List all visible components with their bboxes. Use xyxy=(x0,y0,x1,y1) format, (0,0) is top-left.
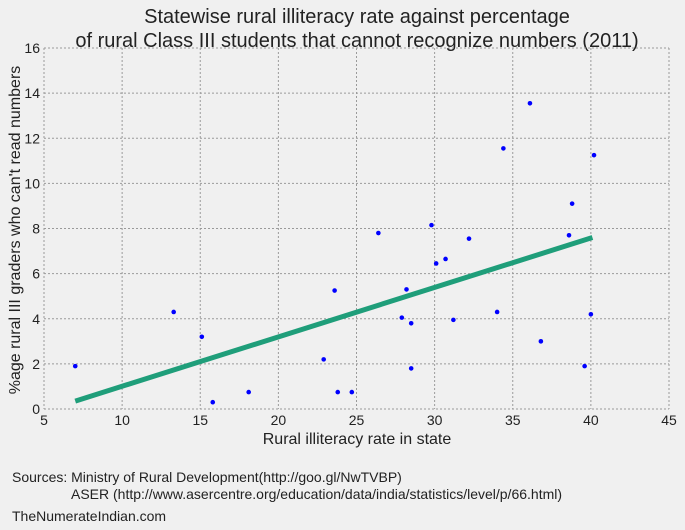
data-point xyxy=(538,339,544,344)
credit-text: TheNumerateIndian.com xyxy=(12,508,167,524)
data-point xyxy=(527,100,533,106)
x-tick-label: 25 xyxy=(349,412,365,428)
data-point xyxy=(443,256,448,262)
grid xyxy=(43,47,670,410)
data-point xyxy=(349,389,355,395)
data-point xyxy=(494,309,500,315)
data-point xyxy=(246,389,251,395)
x-tick-label: 10 xyxy=(114,412,130,428)
data-point xyxy=(429,222,434,228)
y-tick-label: 12 xyxy=(24,130,40,146)
data-point xyxy=(210,399,216,405)
y-tick-label: 4 xyxy=(32,311,40,327)
data-point xyxy=(171,309,176,315)
data-point xyxy=(408,320,414,326)
trend-line xyxy=(74,235,594,404)
data-point xyxy=(404,287,409,292)
data-point xyxy=(332,288,337,293)
data-point xyxy=(451,317,456,323)
data-point xyxy=(72,363,78,369)
trend-layer xyxy=(74,235,594,404)
data-point xyxy=(588,311,594,317)
data-point xyxy=(501,146,506,151)
data-point xyxy=(433,261,439,266)
data-points xyxy=(72,100,597,405)
data-point xyxy=(335,389,341,395)
x-tick-label: 45 xyxy=(661,412,677,428)
x-axis-label: Rural illiteracy rate in state xyxy=(263,431,452,448)
x-tick-label: 20 xyxy=(271,412,287,428)
data-point xyxy=(408,366,414,371)
chart-title-line-2: of rural Class III students that cannot … xyxy=(75,30,638,52)
y-tick-label: 14 xyxy=(24,85,40,101)
data-point xyxy=(582,363,587,369)
y-tick-label: 16 xyxy=(24,40,40,56)
data-point xyxy=(376,230,381,236)
y-tick-label: 2 xyxy=(32,356,40,372)
data-point xyxy=(566,232,572,238)
tick-labels: 5 10 15 20 25 30 35 40 45 0 2 4 6 8 10 12 14 16 xyxy=(24,40,677,428)
sources-line-2: ASER (http://www.asercentre.org/educatio… xyxy=(71,486,563,502)
sources-line-1: Sources: Ministry of Rural Development(h… xyxy=(12,469,402,485)
data-point xyxy=(466,236,472,241)
x-tick-label: 15 xyxy=(192,412,208,428)
chart-title-line-1: Statewise rural illiteracy rate against … xyxy=(144,6,570,28)
data-point xyxy=(569,201,575,206)
y-tick-label: 6 xyxy=(32,266,40,282)
data-point xyxy=(399,315,405,320)
x-tick-label: 40 xyxy=(583,412,599,428)
y-axis-label: %age rural III graders who can't read nu… xyxy=(7,66,24,395)
y-tick-label: 0 xyxy=(32,401,40,417)
data-point xyxy=(199,334,205,340)
y-tick-label: 8 xyxy=(32,221,40,237)
x-tick-label: 35 xyxy=(505,412,521,428)
data-point xyxy=(591,152,597,158)
y-tick-label: 10 xyxy=(24,175,40,191)
data-point xyxy=(321,357,326,362)
x-tick-label: 5 xyxy=(40,412,48,428)
x-tick-label: 30 xyxy=(427,412,443,428)
